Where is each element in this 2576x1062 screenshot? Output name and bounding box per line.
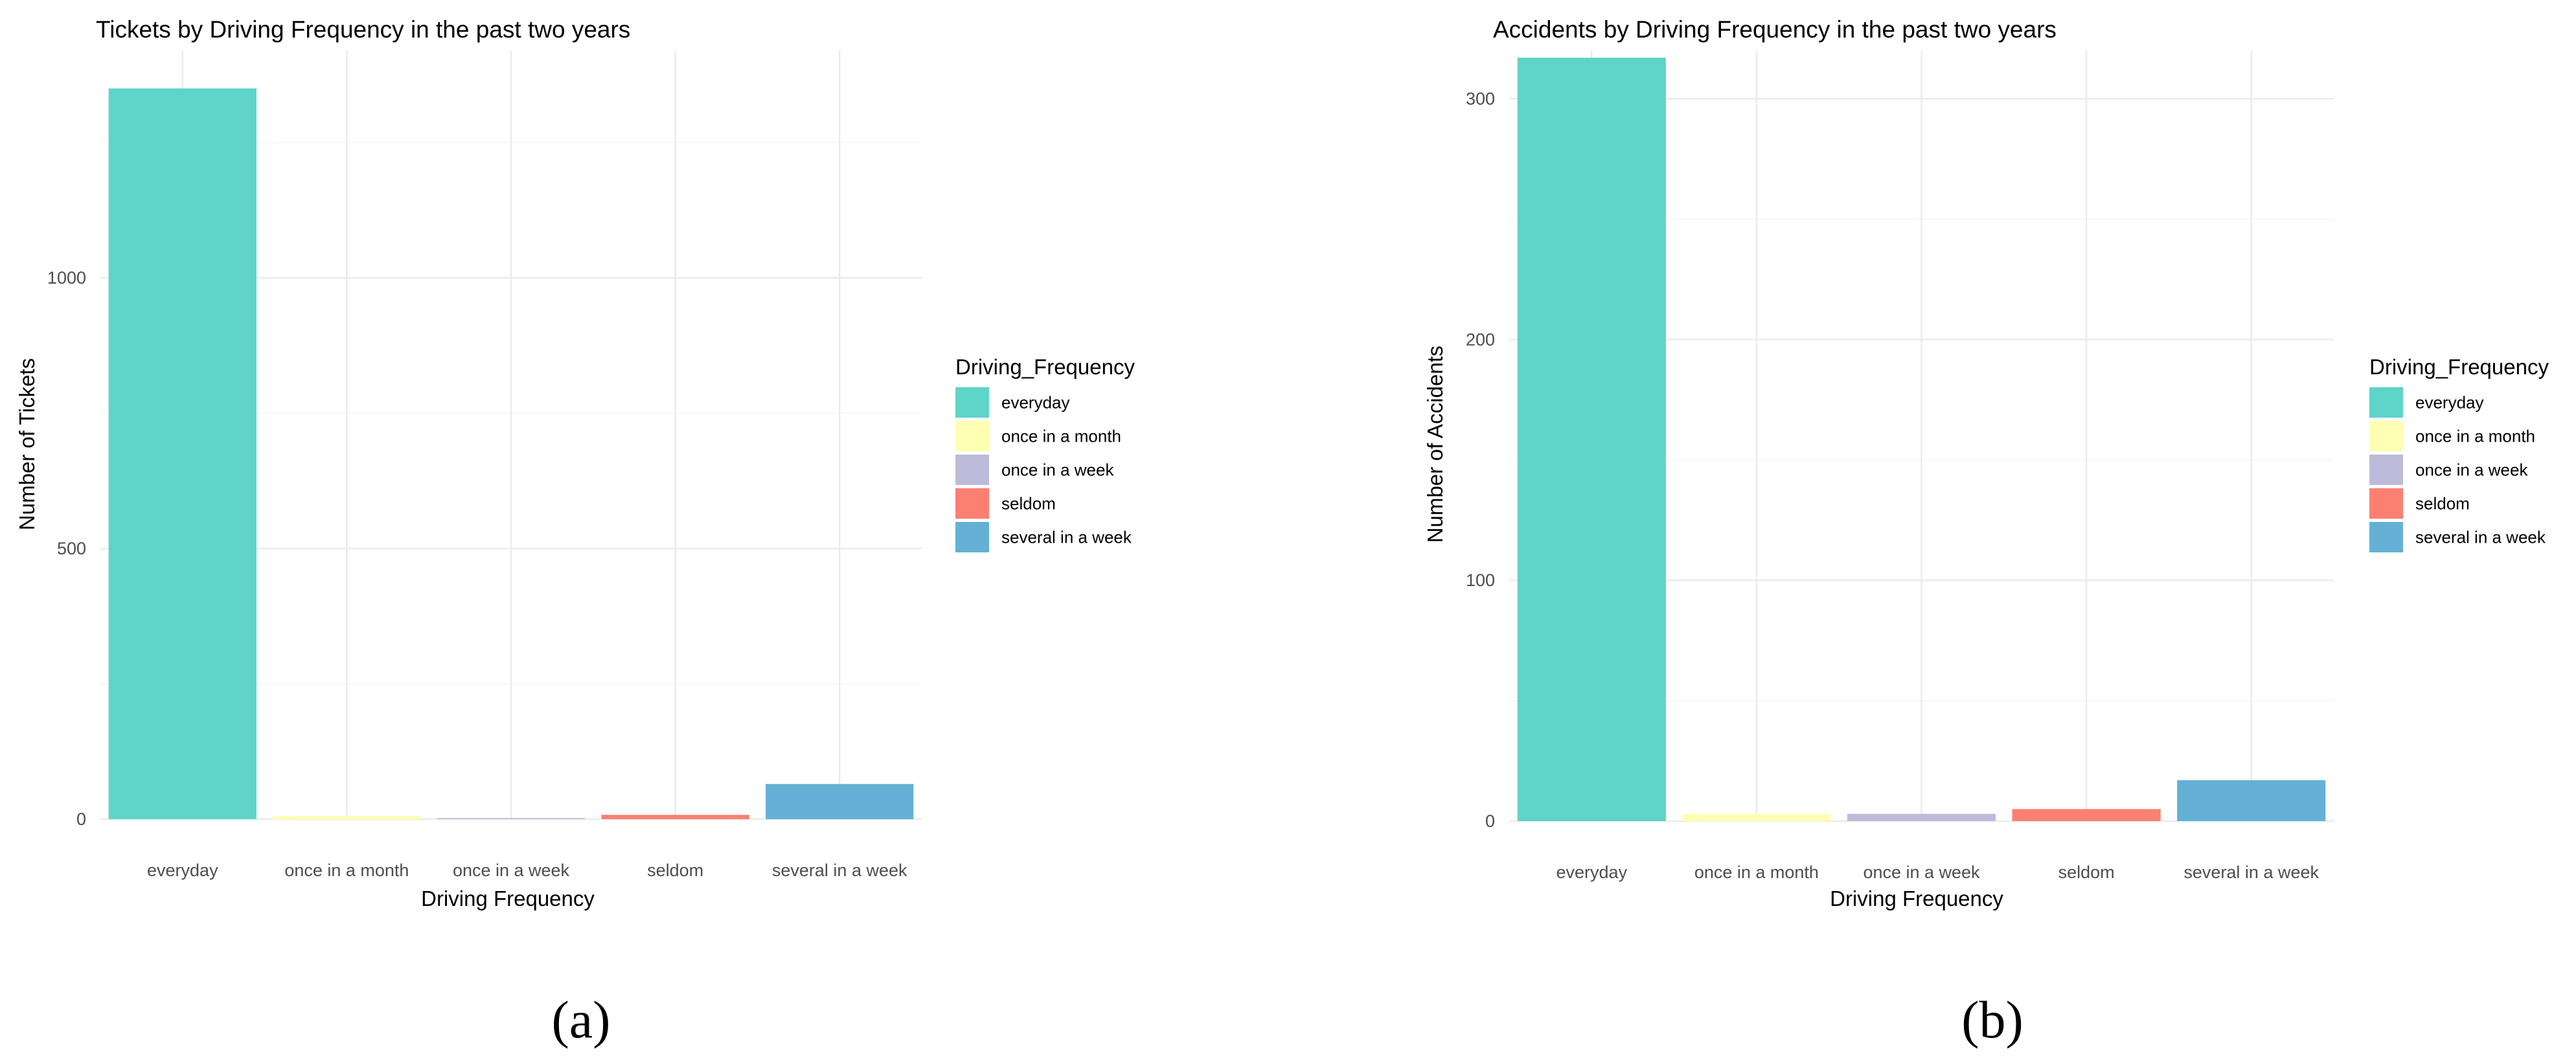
legend-key-several-in-a-week [2369, 522, 2403, 552]
y-tick-label: 100 [1466, 571, 1495, 590]
bar-seldom [601, 815, 749, 819]
legend-label: once in a week [2415, 460, 2528, 480]
y-tick-label: 0 [76, 809, 86, 829]
legend-title: Driving_Frequency [2369, 355, 2549, 379]
x-tick-label: once in a month [1694, 863, 1819, 882]
legend-key-once-in-a-week [2369, 455, 2403, 485]
x-tick-label: once in a week [1863, 863, 1980, 882]
x-tick-label: everyday [1556, 863, 1628, 882]
x-tick-label: once in a week [453, 861, 570, 880]
legend-label: everyday [1001, 393, 1070, 412]
legend-label: seldom [1001, 494, 1056, 514]
legend-key-seldom [2369, 488, 2403, 519]
legend-key-everyday [955, 387, 989, 418]
x-axis-title: Driving Frequency [1830, 887, 2003, 910]
legend-key-once-in-a-month [955, 421, 989, 451]
y-tick-label: 200 [1466, 330, 1495, 349]
y-tick-label: 300 [1466, 89, 1495, 108]
legend: Driving_Frequency everyday once in a mont… [955, 355, 1135, 552]
x-tick-labels: everyday once in a month once in a week sel… [147, 861, 907, 880]
x-tick-label: everyday [147, 861, 218, 880]
bars [108, 88, 914, 820]
legend-label: several in a week [1001, 528, 1132, 547]
legend-label: once in a month [2415, 427, 2535, 446]
bar-seldom [2012, 809, 2161, 821]
x-tick-label: seldom [2058, 863, 2115, 882]
bar-several-in-a-week [2177, 780, 2326, 821]
accidents-chart: Accidents by Driving Frequency in the pa… [1423, 16, 2549, 1049]
y-tick-label: 0 [1485, 811, 1495, 831]
legend-key-once-in-a-week [955, 455, 989, 485]
legend-label: everyday [2415, 393, 2484, 412]
legend-key-several-in-a-week [955, 522, 989, 552]
bar-once-in-a-week [437, 818, 586, 819]
x-tick-labels: everyday once in a month once in a week sel… [1556, 863, 2320, 882]
legend-label: once in a month [1001, 427, 1121, 446]
tickets-chart: Tickets by Driving Frequency in the past… [15, 16, 1135, 1049]
chart-title: Accidents by Driving Frequency in the pa… [1493, 16, 2057, 43]
y-tick-label: 500 [57, 539, 86, 558]
x-tick-label: once in a month [284, 861, 409, 880]
bar-everyday [1517, 58, 1666, 821]
legend-title: Driving_Frequency [955, 355, 1135, 379]
legend-key-seldom [955, 488, 989, 519]
chart-title: Tickets by Driving Frequency in the past… [96, 16, 630, 43]
x-tick-label: seldom [647, 861, 703, 880]
bar-once-in-a-week [1847, 813, 1996, 821]
y-axis-title: Number of Tickets [15, 358, 39, 530]
y-tick-labels: 0 500 1000 [47, 268, 86, 829]
panel-caption: (a) [551, 990, 610, 1049]
bar-once-in-a-month [273, 815, 421, 819]
legend: Driving_Frequency everyday once in a mont… [2369, 355, 2549, 552]
bars [1517, 58, 2326, 821]
x-tick-label: several in a week [772, 861, 907, 880]
y-tick-labels: 0 100 200 300 [1466, 89, 1495, 831]
x-tick-label: several in a week [2183, 863, 2319, 882]
bar-once-in-a-month [1682, 813, 1831, 821]
legend-key-everyday [2369, 387, 2403, 418]
bar-several-in-a-week [766, 784, 914, 819]
panel-caption: (b) [1961, 990, 2023, 1049]
bar-everyday [108, 88, 256, 820]
legend-label: seldom [2415, 494, 2470, 514]
legend-label: several in a week [2415, 528, 2546, 547]
y-tick-label: 1000 [47, 268, 86, 288]
legend-key-once-in-a-month [2369, 421, 2403, 451]
x-axis-title: Driving Frequency [421, 887, 595, 910]
legend-label: once in a week [1001, 460, 1114, 480]
y-axis-title: Number of Accidents [1423, 346, 1447, 543]
